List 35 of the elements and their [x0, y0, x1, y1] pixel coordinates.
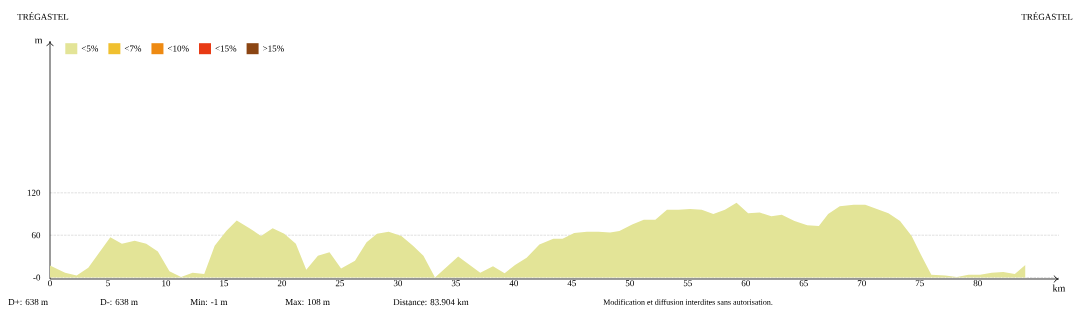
text: Min: -1 m: [190, 298, 228, 306]
x-tick-label: 40: [509, 280, 519, 287]
x-tick-label: 55: [683, 280, 692, 287]
legend-label: <10%: [167, 45, 189, 52]
x-tick-label: 45: [567, 280, 577, 287]
x-tick-label: 5: [106, 280, 110, 287]
x-tick-label: 25: [335, 280, 345, 287]
x-tick-label: 50: [625, 280, 634, 287]
text: Distance: 83.904 km: [393, 298, 469, 306]
x-tick-label: 10: [162, 280, 171, 287]
x-tick-label: 80: [973, 280, 982, 287]
x-tick-label: 65: [799, 280, 808, 287]
text: D-: 638 m: [100, 298, 138, 306]
legend-label: <15%: [215, 45, 237, 52]
y-tick-label: 60: [31, 232, 41, 239]
text: Max: 108 m: [285, 298, 330, 306]
x-tick-label: 0: [48, 280, 52, 287]
x-tick-label: 15: [220, 280, 229, 287]
x-tick-label: 60: [741, 280, 750, 287]
y-tick-label: 120: [27, 189, 41, 196]
y-axis-title: m: [34, 38, 43, 44]
text: D+: 638 m: [8, 298, 48, 306]
x-tick-label: 75: [915, 280, 924, 287]
x-tick-label: 30: [393, 280, 403, 287]
x-tick-label: 70: [857, 280, 866, 287]
x-tick-label: 35: [451, 280, 461, 287]
legend-label: <5%: [81, 45, 99, 52]
text: TRÉGASTEL: [1021, 12, 1073, 20]
text: Modification et diffusion interdites sans autorisation.: [603, 299, 773, 305]
x-axis-title: km: [1052, 284, 1066, 292]
legend-label: <7%: [124, 45, 142, 52]
y-tick-label: -0: [33, 274, 41, 281]
legend-label: >15%: [263, 45, 284, 52]
x-tick-label: 20: [277, 280, 287, 287]
text: TRÉGASTEL: [17, 12, 69, 20]
